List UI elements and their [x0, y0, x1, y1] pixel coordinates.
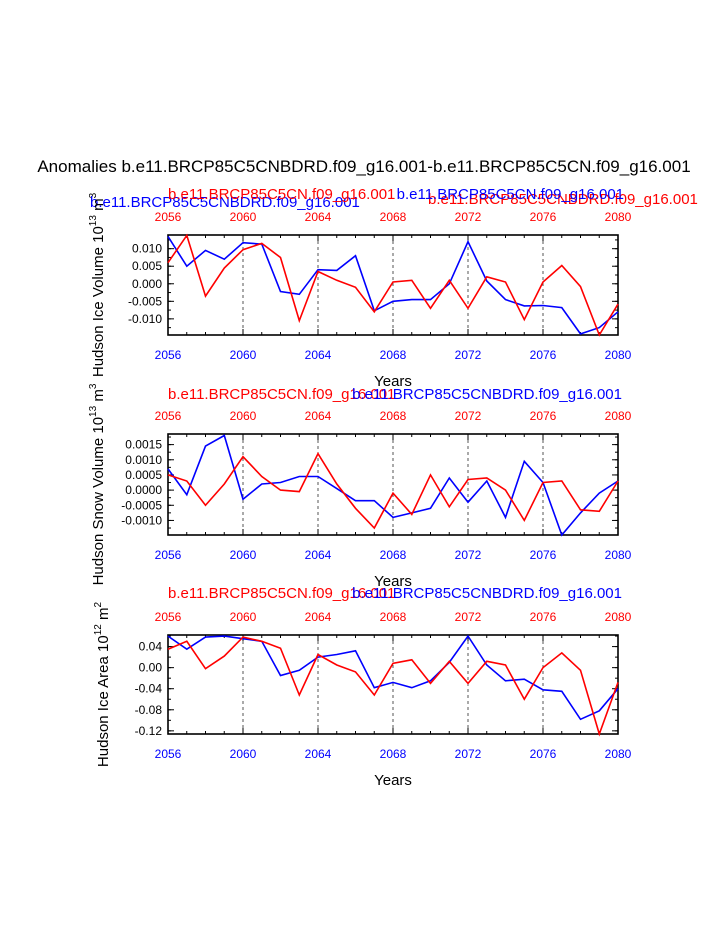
x-tick-label-top: 2056 — [155, 610, 182, 624]
x-tick-label-bottom: 2072 — [455, 747, 482, 761]
y-axis-title: Hudson Ice Area 1012 m2 — [93, 602, 112, 768]
x-axis-title: Years — [374, 573, 412, 590]
x-tick-label-top: 2068 — [380, 610, 407, 624]
x-tick-label-bottom: 2068 — [380, 548, 407, 562]
y-axis-title: Hudson Ice Volume 1013 m3 — [88, 192, 107, 377]
case-label: b.e11.BRCP85C5CN.f09_g16.001 — [168, 186, 395, 203]
x-tick-label-bottom: 2072 — [455, 348, 482, 362]
x-tick-label-bottom: 2068 — [380, 747, 407, 761]
y-tick-label: -0.08 — [135, 703, 163, 717]
y-tick-label: -0.04 — [135, 682, 163, 696]
x-tick-label-bottom: 2072 — [455, 548, 482, 562]
case-label: b.e11.BRCP85C5CN.f09_g16.001 — [168, 386, 395, 403]
series-line-red — [167, 452, 619, 530]
y-tick-label: 0.0010 — [125, 453, 162, 467]
x-tick-label-bottom: 2060 — [230, 348, 257, 362]
x-tick-label-bottom: 2060 — [230, 548, 257, 562]
y-tick-label: 0.0000 — [125, 483, 162, 497]
x-tick-label-bottom: 2060 — [230, 747, 257, 761]
case-label: b.e11.BRCP85C5CNBDRD.f09_g16.001 — [90, 194, 360, 211]
x-tick-label-top: 2072 — [455, 610, 482, 624]
x-tick-label-top: 2076 — [530, 409, 557, 423]
x-tick-label-top: 2076 — [530, 610, 557, 624]
y-tick-label: 0.04 — [139, 640, 163, 654]
x-tick-label-top: 2068 — [380, 409, 407, 423]
case-label: b.e11.BRCP85C5CN.f09_g16.001 — [168, 585, 395, 602]
x-tick-label-bottom: 2080 — [605, 747, 632, 761]
case-label: b.e11.BRCP85C5CNBDRD.f09_g16.001 — [352, 386, 622, 403]
y-tick-label: 0.005 — [132, 259, 162, 273]
y-tick-label: -0.12 — [135, 724, 163, 738]
x-axis-title: Years — [374, 373, 412, 390]
chart-panel-3: 0.04 0.00 -0.04 -0.08 -0.12 2056 2056 2060 2060 2… — [93, 585, 632, 789]
panels: 0.010 0.005 0.000 -0.005 -0.010 2056 2056 2060 2… — [88, 186, 698, 789]
x-tick-label-top: 2060 — [230, 409, 257, 423]
y-tick-label: -0.0005 — [121, 498, 162, 512]
x-tick-label-top: 2056 — [155, 210, 182, 224]
y-tick-label: -0.010 — [128, 312, 162, 326]
x-tick-label-bottom: 2064 — [305, 747, 332, 761]
case-label: b.e11.BRCP85C5CNBDRD.f09_g16.001 — [428, 191, 698, 208]
y-tick-label: 0.0015 — [125, 438, 162, 452]
x-tick-label-top: 2080 — [605, 409, 632, 423]
y-tick-label: 0.010 — [132, 242, 162, 256]
x-tick-label-bottom: 2076 — [530, 348, 557, 362]
series-line-red — [167, 233, 619, 337]
x-tick-label-top: 2072 — [455, 409, 482, 423]
x-tick-label-bottom: 2056 — [155, 548, 182, 562]
x-tick-label-top: 2064 — [305, 409, 332, 423]
x-tick-label-top: 2068 — [380, 210, 407, 224]
x-tick-label-top: 2064 — [305, 210, 332, 224]
x-tick-label-bottom: 2056 — [155, 747, 182, 761]
y-tick-label: 0.00 — [139, 661, 163, 675]
x-tick-label-bottom: 2064 — [305, 348, 332, 362]
x-tick-label-top: 2064 — [305, 610, 332, 624]
figure-title: Anomalies b.e11.BRCP85C5CNBDRD.f09_g16.0… — [37, 157, 690, 176]
case-label: b.e11.BRCP85C5CN.f09_g16.001 — [397, 186, 624, 203]
x-tick-label-top: 2076 — [530, 210, 557, 224]
x-tick-label-bottom: 2076 — [530, 548, 557, 562]
series-line-blue — [167, 634, 619, 721]
x-tick-label-bottom: 2076 — [530, 747, 557, 761]
x-tick-label-bottom: 2068 — [380, 348, 407, 362]
x-tick-label-bottom: 2080 — [605, 548, 632, 562]
x-tick-label-top: 2060 — [230, 210, 257, 224]
y-tick-label: -0.005 — [128, 294, 162, 308]
y-tick-label: 0.000 — [132, 277, 162, 291]
y-tick-label: -0.0010 — [121, 513, 162, 527]
x-tick-label-top: 2060 — [230, 610, 257, 624]
y-axis-title: Hudson Snow Volume 1013 m3 — [88, 383, 107, 585]
series-line-blue — [167, 235, 619, 335]
x-tick-label-top: 2080 — [605, 610, 632, 624]
chart-panel-1: 0.010 0.005 0.000 -0.005 -0.010 2056 2056 2060 2… — [88, 186, 698, 390]
x-tick-label-bottom: 2056 — [155, 348, 182, 362]
y-tick-label: 0.0005 — [125, 468, 162, 482]
x-tick-label-top: 2056 — [155, 409, 182, 423]
case-label: b.e11.BRCP85C5CNBDRD.f09_g16.001 — [352, 585, 622, 602]
x-tick-label-top: 2080 — [605, 210, 632, 224]
x-axis-title: Years — [374, 772, 412, 789]
series-line-red — [167, 636, 619, 737]
x-tick-label-top: 2072 — [455, 210, 482, 224]
x-tick-label-bottom: 2080 — [605, 348, 632, 362]
x-tick-label-bottom: 2064 — [305, 548, 332, 562]
